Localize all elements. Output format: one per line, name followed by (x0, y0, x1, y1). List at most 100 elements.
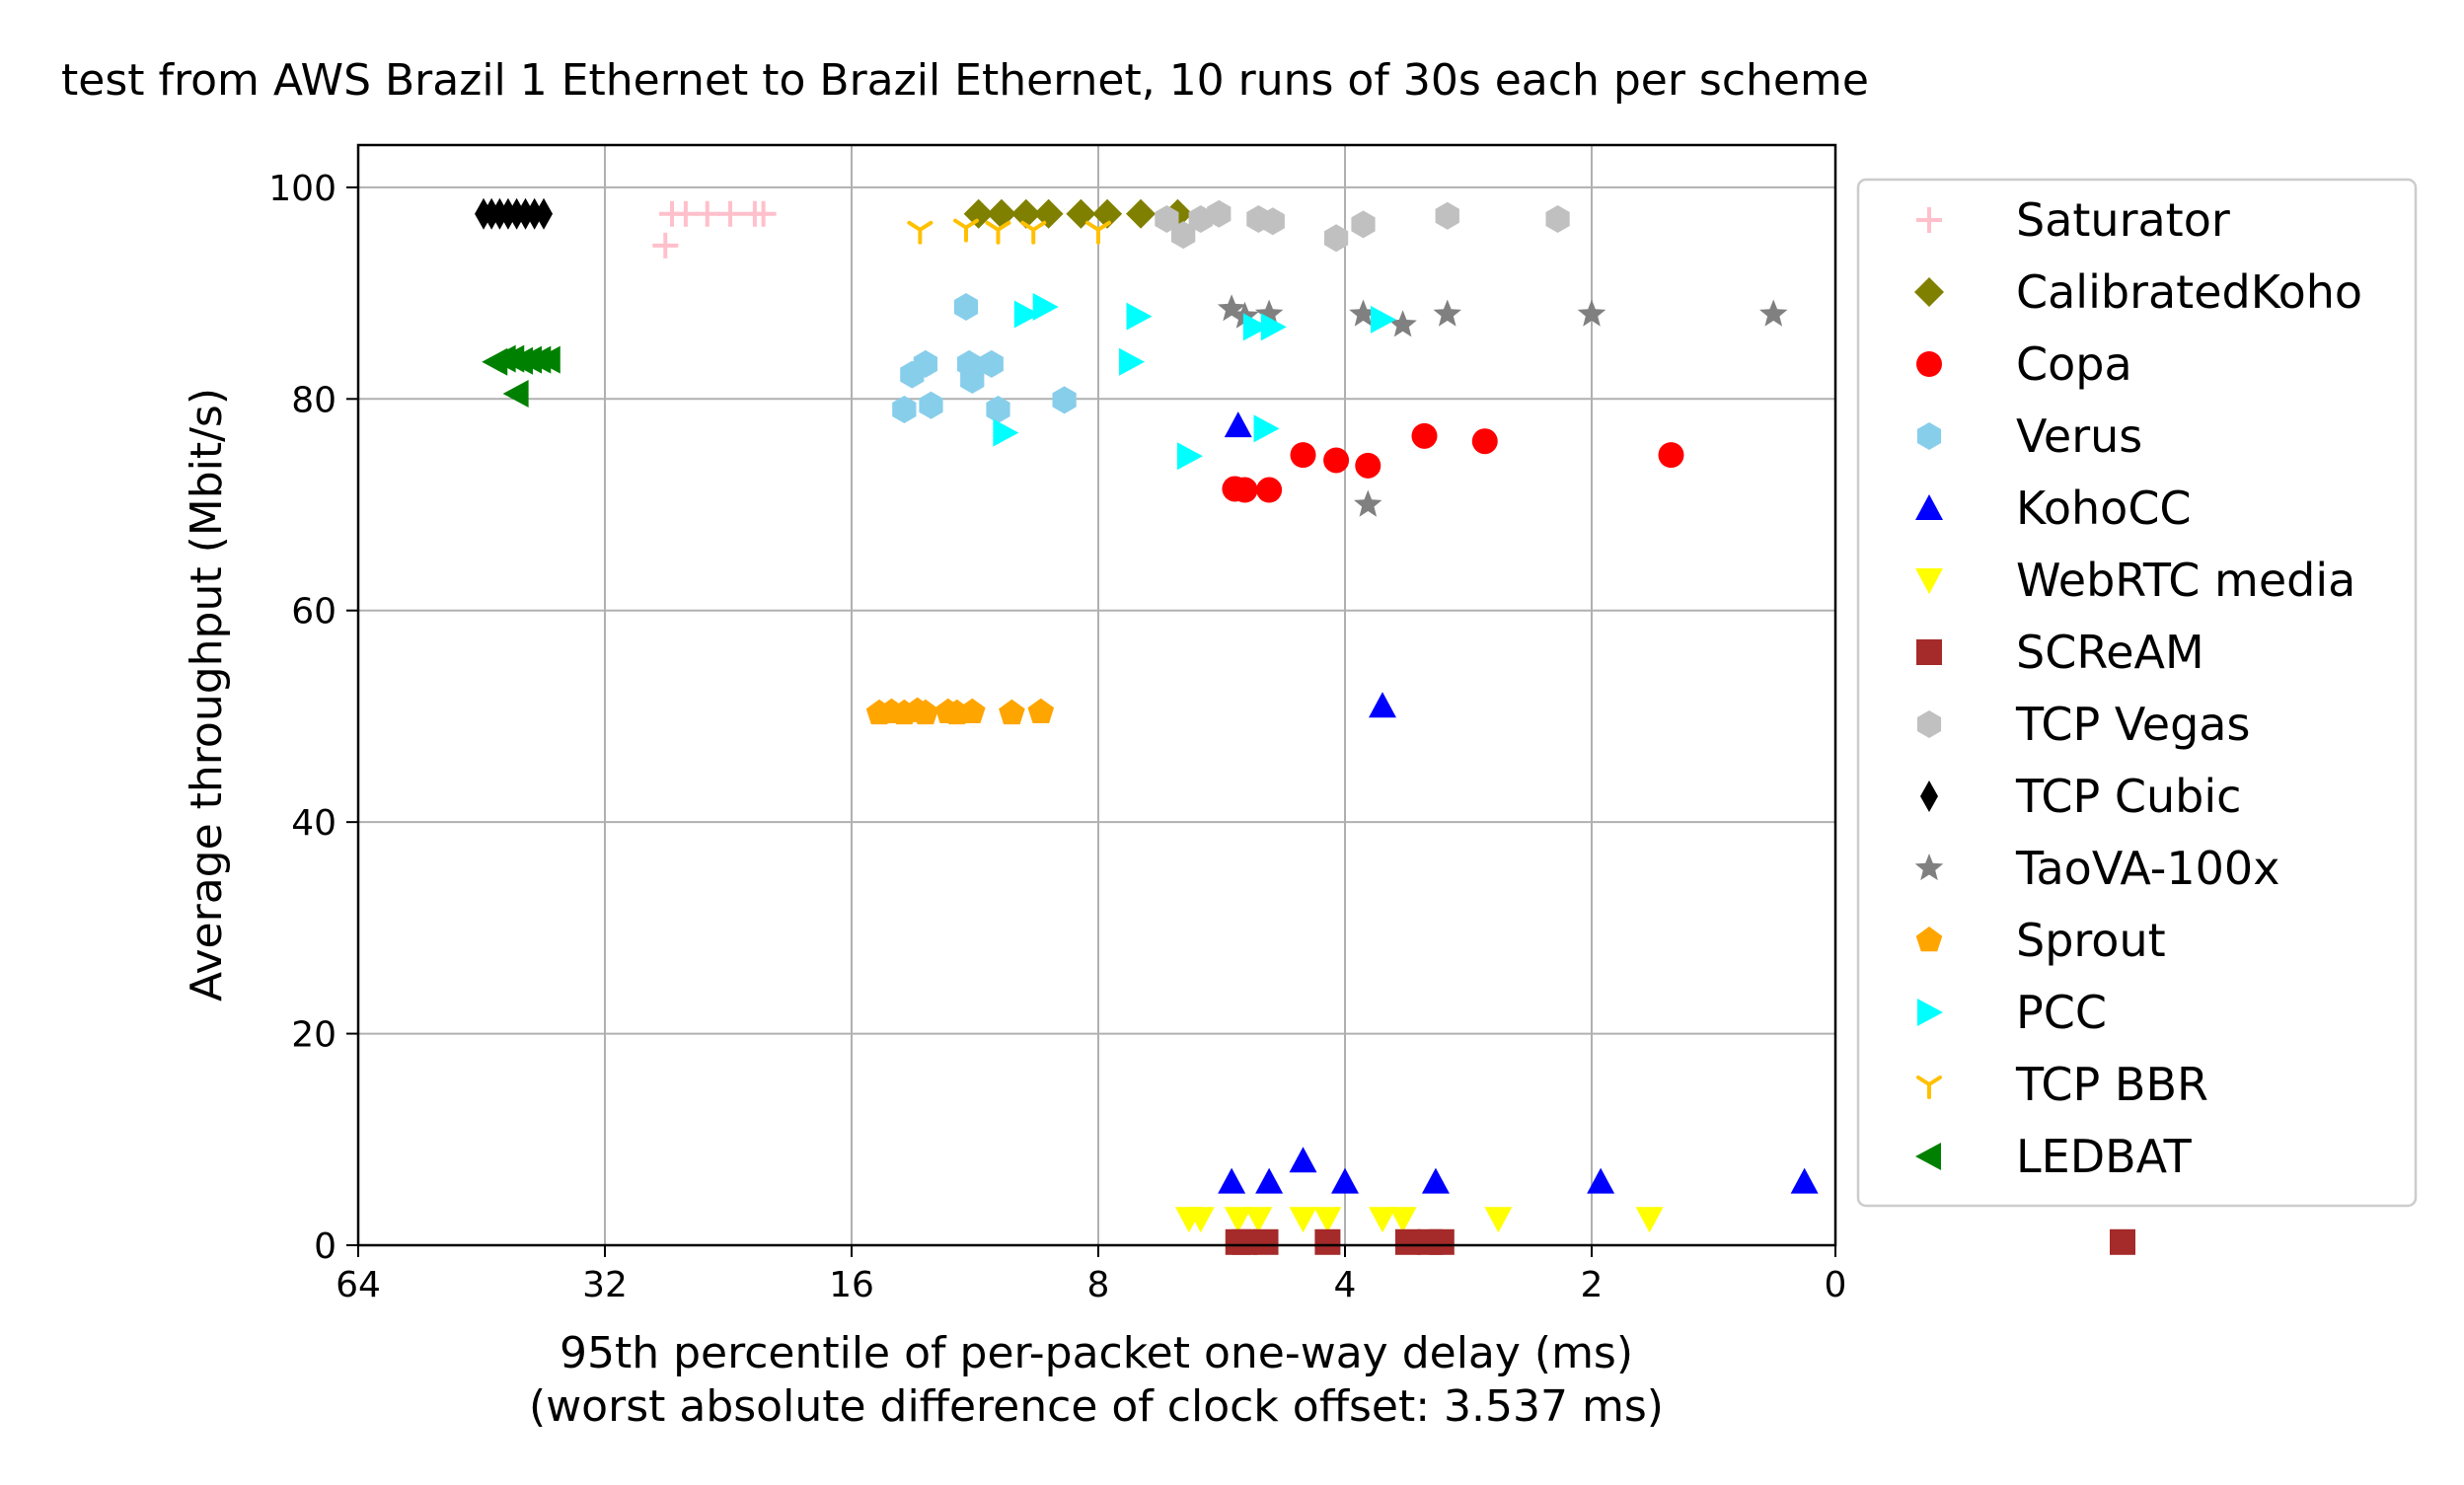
data-point (958, 698, 986, 723)
data-point (672, 200, 699, 227)
series-tcp-bbr (907, 218, 1111, 245)
legend-label: TaoVA-100x (2015, 842, 2279, 895)
data-point (1032, 293, 1059, 322)
y-tick-label: 60 (291, 592, 336, 632)
data-point (1218, 1167, 1246, 1194)
data-point (979, 349, 1004, 378)
x-tick-label: 4 (1334, 1265, 1357, 1305)
series-webrtc-media (1174, 1207, 1664, 1233)
data-point (717, 200, 744, 227)
data-point (1471, 428, 1498, 455)
data-point (1027, 698, 1055, 723)
data-point (963, 198, 994, 229)
data-point (1421, 1167, 1450, 1194)
data-point (986, 396, 1010, 423)
legend-label: Sprout (2016, 914, 2166, 967)
data-point (1207, 199, 1232, 228)
data-point (1289, 1147, 1317, 1173)
data-point (953, 293, 979, 321)
data-point (1759, 299, 1788, 327)
data-point (1369, 1207, 1397, 1233)
data-point (694, 200, 720, 227)
series-scream (1225, 1228, 2136, 1255)
data-point (1252, 1228, 1279, 1255)
data-point (1290, 442, 1316, 469)
data-point (516, 197, 535, 230)
data-point (1224, 1207, 1252, 1233)
data-point (1092, 198, 1123, 229)
series-tcp-vegas (1155, 199, 1570, 253)
legend-label: WebRTC media (2016, 554, 2355, 607)
y-tick-label: 80 (291, 380, 336, 420)
data-point (912, 699, 939, 725)
x-tick-label: 8 (1087, 1265, 1110, 1305)
data-point (1256, 477, 1283, 503)
plot-frame (356, 143, 1837, 1247)
x-axis-note: (worst absolute difference of clock offs… (529, 1381, 1664, 1432)
data-point (1260, 313, 1287, 341)
data-point (1484, 1207, 1513, 1233)
data-point (913, 349, 937, 378)
y-axis-ticks: 0 20 40 60 80 100 (268, 169, 358, 1267)
data-point (1010, 198, 1041, 229)
legend-label: Copa (2016, 337, 2132, 391)
data-point (750, 200, 777, 227)
data-point (2110, 1228, 2136, 1255)
data-point (1217, 294, 1246, 322)
data-point (1126, 302, 1153, 331)
data-point (1020, 220, 1047, 245)
data-point (1314, 1228, 1341, 1255)
legend-marker (1920, 780, 1938, 812)
x-tick-label: 32 (582, 1265, 628, 1305)
data-point (907, 220, 933, 245)
legend-label: KohoCC (2016, 482, 2192, 535)
data-point (1349, 299, 1378, 327)
series-tcp-cubic (475, 197, 554, 230)
data-point (1176, 442, 1203, 471)
data-point (993, 418, 1019, 447)
data-point (1394, 1228, 1421, 1255)
x-axis-label: 95th percentile of per-packet one-way de… (560, 1328, 1633, 1378)
x-axis-ticks: 64 32 16 8 4 2 0 (336, 1245, 1846, 1305)
data-point (1323, 447, 1350, 474)
data-point (1658, 442, 1684, 469)
data-point (1289, 1207, 1317, 1233)
data-point (1085, 220, 1111, 245)
data-point (534, 345, 560, 374)
series-verus (892, 293, 1077, 423)
data-point (1388, 1207, 1417, 1233)
y-tick-label: 0 (314, 1226, 336, 1267)
data-point (1411, 422, 1438, 449)
legend-marker (1916, 351, 1942, 377)
data-point (525, 197, 544, 230)
legend-marker (1914, 854, 1944, 881)
data-point (1155, 205, 1179, 233)
legend-marker (1916, 639, 1942, 665)
data-point (1033, 198, 1064, 229)
data-point (1253, 414, 1280, 443)
data-point (502, 379, 529, 408)
x-tick-label: 0 (1825, 1265, 1847, 1305)
legend-label: CalibratedKoho (2016, 265, 2362, 319)
data-point (985, 220, 1011, 245)
x-tick-label: 2 (1581, 1265, 1604, 1305)
data-point (1052, 386, 1077, 414)
data-point (1260, 207, 1285, 236)
legend-marker (1916, 422, 1942, 450)
legend-marker (1915, 494, 1943, 520)
series-ledbat (482, 344, 560, 408)
data-point (1388, 310, 1417, 337)
legend-marker (1915, 568, 1943, 594)
legend-label: PCC (2016, 986, 2107, 1039)
legend-marker (1916, 1076, 1942, 1099)
data-point (1355, 452, 1381, 479)
chart-title: test from AWS Brazil 1 Ethernet to Brazi… (61, 55, 1869, 106)
data-point (1013, 300, 1040, 329)
data-point (1433, 299, 1461, 327)
data-point (1545, 205, 1570, 233)
data-point (1577, 299, 1606, 327)
data-point (1428, 1228, 1455, 1255)
data-point (1354, 489, 1382, 517)
data-point (1171, 221, 1196, 250)
